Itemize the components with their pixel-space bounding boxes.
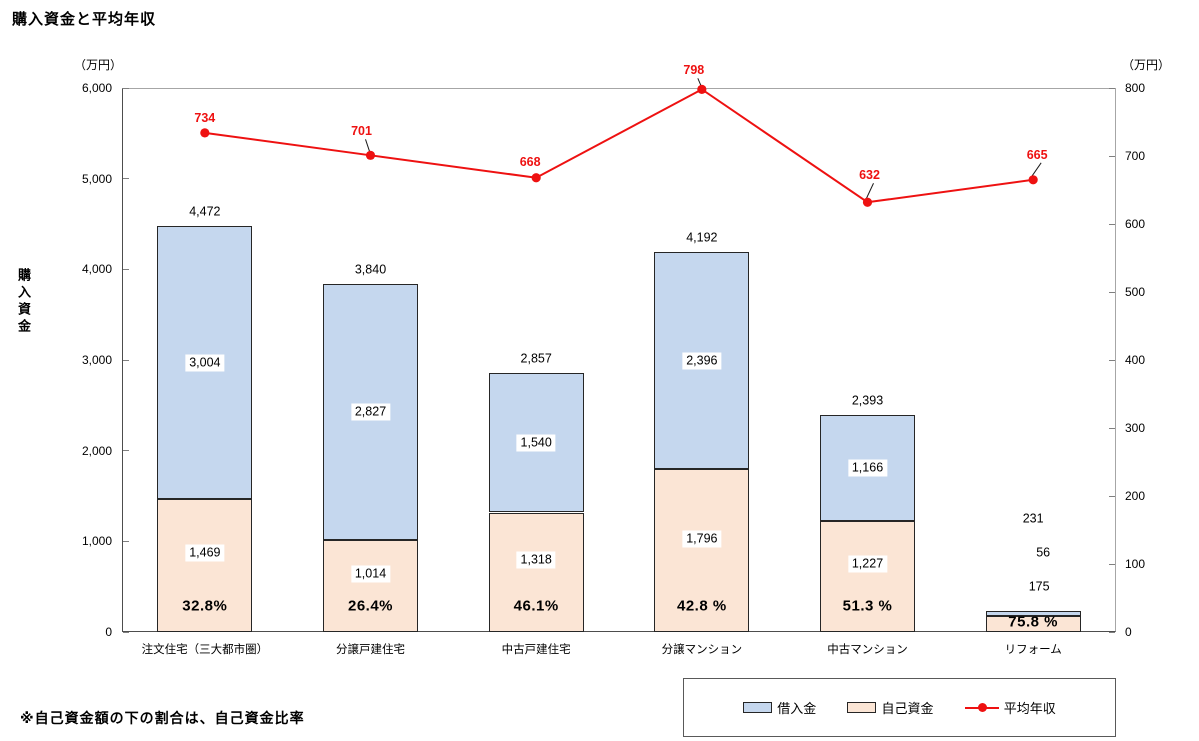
right-axis-tick-label: 600 xyxy=(1125,217,1146,231)
bar-total-label: 231 xyxy=(1022,511,1044,526)
own-funds-value-label: 1,014 xyxy=(350,565,391,583)
bar-total-label: 3,840 xyxy=(354,262,387,277)
own-funds-percent-label: 42.8 % xyxy=(676,597,727,615)
loan-value-label: 56 xyxy=(1036,545,1051,560)
left-axis-tick-label: 2,000 xyxy=(81,443,112,458)
left-axis-tick xyxy=(123,359,129,361)
bar-segment-own-funds xyxy=(488,512,584,632)
chart-title: 購入資金と平均年収 xyxy=(12,11,157,28)
right-axis-tick-label: 700 xyxy=(1125,149,1146,163)
category-label: 分譲戸建住宅 xyxy=(336,644,405,656)
right-axis-tick-label: 800 xyxy=(1125,81,1146,95)
right-axis-tick xyxy=(1109,155,1115,157)
left-axis-tick xyxy=(123,540,129,542)
right-axis-tick-label: 500 xyxy=(1125,285,1146,299)
loan-value-label: 3,004 xyxy=(185,354,225,372)
average-income-point-label: 701 xyxy=(351,124,372,139)
own-funds-value-label: 175 xyxy=(1028,579,1050,594)
left-axis-unit: （万円） xyxy=(74,58,123,72)
footnote: ※自己資金額の下の割合は、自己資金比率 xyxy=(20,710,305,726)
category-label: 中古戸建住宅 xyxy=(501,644,571,656)
left-axis-tick xyxy=(123,87,129,89)
own-funds-value-label: 1,318 xyxy=(516,551,556,569)
right-axis-tick-label: 100 xyxy=(1125,557,1146,571)
legend-item-loan: 借入金 xyxy=(743,698,816,717)
left-axis-tick-label: 1,000 xyxy=(81,534,112,549)
left-axis-tick-label: 6,000 xyxy=(81,81,112,95)
right-axis-tick-label: 0 xyxy=(1125,625,1132,639)
right-axis-tick-label: 300 xyxy=(1125,421,1146,435)
bar-segment-own-funds xyxy=(654,469,750,632)
average-income-point-label: 665 xyxy=(1026,147,1048,162)
left-axis-tick xyxy=(123,450,129,452)
right-axis-tick xyxy=(1109,87,1115,89)
category-label: リフォーム xyxy=(1004,644,1062,656)
own-funds-percent-label: 32.8% xyxy=(182,597,228,615)
right-axis-tick xyxy=(1109,291,1115,293)
left-axis-tick-label: 3,000 xyxy=(81,353,112,367)
legend-label-average-income: 平均年収 xyxy=(1003,701,1056,716)
left-axis-tick-label: 5,000 xyxy=(81,171,112,186)
own-funds-value-label: 1,796 xyxy=(682,530,722,548)
own-funds-percent-label: 75.8 % xyxy=(1008,613,1059,631)
bar-segment-own-funds xyxy=(323,540,418,632)
right-axis-tick xyxy=(1109,495,1115,497)
average-income-point-label: 668 xyxy=(519,154,541,169)
left-axis-tick-label: 0 xyxy=(105,625,112,639)
bar-total-label: 2,857 xyxy=(520,351,552,366)
bar-segment-own-funds xyxy=(820,520,915,632)
bar-segment-loan xyxy=(985,611,1081,617)
average-income-point-label: 632 xyxy=(859,168,880,183)
loan-value-label: 2,827 xyxy=(350,403,391,421)
left-axis-tick xyxy=(123,268,129,270)
loan-swatch-icon xyxy=(743,702,773,713)
own-funds-value-label: 1,469 xyxy=(185,544,225,562)
own-funds-value-label: 1,227 xyxy=(847,555,888,573)
own-funds-percent-label: 51.3 % xyxy=(842,597,893,615)
bar-total-label: 2,393 xyxy=(851,393,884,408)
category-label: 分譲マンション xyxy=(661,644,743,656)
legend-label-own-funds: 自己資金 xyxy=(881,701,934,716)
right-axis-tick xyxy=(1109,631,1115,633)
category-label: 中古マンション xyxy=(827,644,908,656)
right-axis-tick xyxy=(1109,359,1115,361)
average-income-point-label: 798 xyxy=(683,63,705,78)
right-axis-tick xyxy=(1109,427,1115,429)
own-funds-swatch-icon xyxy=(847,702,877,713)
own-funds-percent-label: 26.4% xyxy=(347,597,394,615)
legend-label-loan: 借入金 xyxy=(777,701,817,716)
right-axis-tick xyxy=(1109,563,1115,565)
left-axis-title: 購入資金 xyxy=(16,268,31,336)
legend-item-own-funds: 自己資金 xyxy=(847,698,934,717)
category-label: 注文住宅（三大都市圏） xyxy=(141,644,269,656)
bar-segment-own-funds xyxy=(985,616,1081,632)
own-funds-percent-label: 46.1% xyxy=(513,597,559,615)
legend-item-average-income: 平均年収 xyxy=(964,698,1056,717)
right-axis-tick-label: 200 xyxy=(1125,489,1146,503)
right-axis-tick xyxy=(1109,223,1115,225)
bar-total-label: 4,192 xyxy=(686,230,718,245)
loan-value-label: 1,540 xyxy=(516,434,556,452)
left-axis-tick xyxy=(123,631,129,633)
average-income-point-label: 734 xyxy=(194,110,216,125)
right-axis-unit: （万円） xyxy=(1122,58,1171,72)
loan-value-label: 2,396 xyxy=(682,352,722,370)
left-axis-tick-label: 4,000 xyxy=(81,262,112,277)
loan-value-label: 1,166 xyxy=(847,459,888,477)
bar-segment-own-funds xyxy=(157,498,253,632)
legend: 借入金 自己資金 平均年収 xyxy=(683,678,1116,737)
bar-total-label: 4,472 xyxy=(189,204,221,219)
left-axis-tick xyxy=(123,178,129,180)
average-income-line-icon xyxy=(964,702,999,713)
bar-segment-loan xyxy=(488,372,584,513)
right-axis-tick-label: 400 xyxy=(1125,353,1146,367)
